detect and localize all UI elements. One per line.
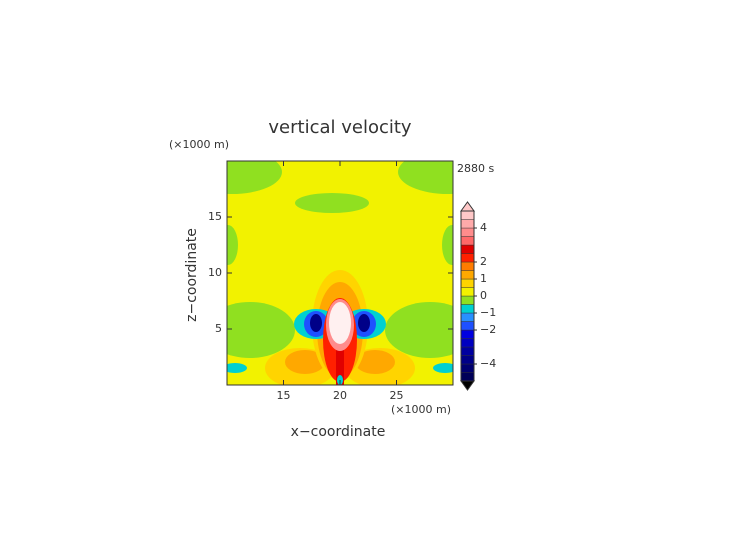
chart-title: vertical velocity: [268, 117, 412, 138]
colorbar-tick-label: 4: [480, 221, 487, 234]
colorbar-band: [460, 278, 475, 288]
colorbar-tick-label: −1: [480, 306, 496, 319]
colorbar-band: [460, 338, 475, 348]
colorbar-band: [460, 321, 475, 331]
y-tick-label: 15: [208, 210, 222, 223]
colorbar-band: [460, 312, 475, 322]
y-tick-label: 10: [208, 266, 222, 279]
y-unit: (×1000 m): [169, 138, 229, 151]
colorbar-band: [460, 287, 475, 297]
x-tick-label: 15: [277, 389, 291, 402]
colorbar-band: [460, 355, 475, 365]
colorbar-band: [460, 346, 475, 356]
colorbar-tick-label: −4: [480, 357, 496, 370]
x-axis-label: x−coordinate: [291, 424, 386, 440]
y-tick-label: 5: [215, 322, 222, 335]
colorbar-extend-top: [460, 201, 475, 212]
colorbar-tick-label: −2: [480, 323, 496, 336]
colorbar-tick-label: 1: [480, 272, 487, 285]
y-axis-label: z−coordinate: [184, 228, 200, 322]
x-tick-label: 20: [333, 389, 347, 402]
colorbar-band: [460, 253, 475, 263]
colorbar-tick-label: 2: [480, 255, 487, 268]
colorbar-band: [460, 363, 475, 373]
time-label: 2880 s: [457, 162, 494, 175]
colorbar-band: [460, 329, 475, 339]
colorbar-band: [460, 244, 475, 254]
colorbar-band: [460, 261, 475, 271]
colorbar-band: [460, 295, 475, 305]
colorbar-band: [460, 219, 475, 229]
colorbar-band: [460, 372, 475, 382]
colorbar-tick-label: 0: [480, 289, 487, 302]
x-tick-label: 25: [390, 389, 404, 402]
colorbar-band: [460, 270, 475, 280]
colorbar-band: [460, 236, 475, 246]
x-unit: (×1000 m): [391, 403, 451, 416]
colorbar-band: [460, 210, 475, 220]
contour-field: [227, 161, 453, 385]
colorbar-band: [460, 304, 475, 314]
colorbar-extend-bottom: [460, 380, 475, 391]
colorbar-band: [460, 227, 475, 237]
